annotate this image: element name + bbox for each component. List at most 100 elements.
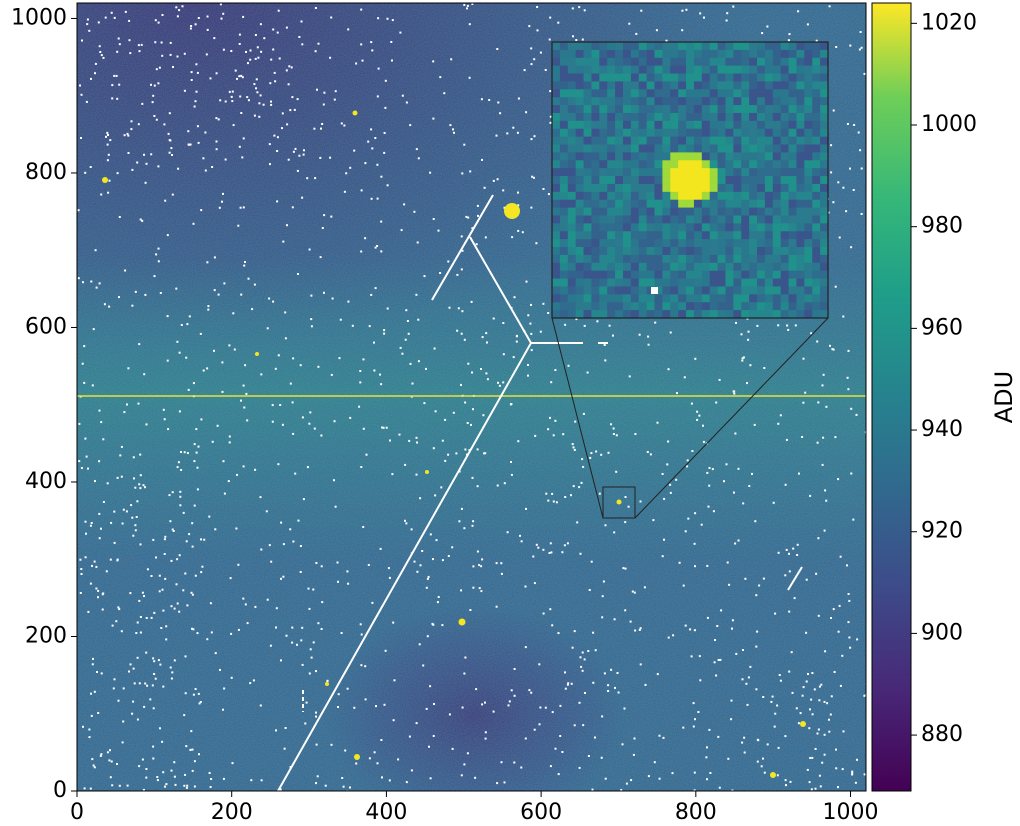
y-tick-label: 600 bbox=[25, 314, 67, 339]
hot-pixel bbox=[93, 560, 96, 563]
inset-pixel bbox=[725, 262, 734, 271]
inset-pixel bbox=[820, 247, 829, 256]
hot-pixel bbox=[496, 782, 499, 785]
inset-pixel bbox=[717, 223, 726, 232]
hot-pixel bbox=[557, 632, 560, 635]
inset-pixel bbox=[764, 239, 774, 248]
hot-pixel bbox=[805, 631, 808, 634]
inset-pixel bbox=[638, 231, 647, 240]
inset-pixel bbox=[646, 278, 655, 287]
hot-pixel bbox=[157, 82, 160, 85]
inset-pixel bbox=[693, 223, 703, 232]
hot-pixel bbox=[797, 722, 800, 725]
inset-pixel bbox=[693, 294, 703, 303]
hot-pixel bbox=[810, 788, 813, 791]
hot-pixel bbox=[150, 616, 153, 619]
hot-pixel bbox=[152, 94, 155, 97]
inset-pixel bbox=[670, 215, 679, 224]
inset-pixel bbox=[757, 128, 766, 137]
inset-pixel bbox=[709, 128, 718, 137]
hot-pixel bbox=[725, 463, 728, 466]
inset-pixel bbox=[615, 89, 624, 98]
hot-pixel bbox=[527, 364, 529, 366]
hot-pixel bbox=[706, 746, 708, 749]
inset-pixel bbox=[733, 160, 742, 169]
inset-pixel bbox=[662, 294, 671, 303]
inset-pixel bbox=[764, 42, 774, 51]
hot-pixel bbox=[453, 131, 455, 134]
hot-pixel bbox=[443, 92, 446, 95]
hot-pixel bbox=[646, 451, 649, 453]
hot-pixel bbox=[425, 367, 427, 370]
inset-pixel bbox=[622, 191, 632, 201]
hot-pixel bbox=[603, 344, 606, 346]
hot-pixel bbox=[139, 453, 142, 456]
hot-pixel bbox=[118, 83, 121, 86]
inset-pixel bbox=[772, 254, 781, 264]
hot-pixel bbox=[690, 402, 693, 405]
hot-pixel bbox=[583, 9, 586, 12]
inset-pixel bbox=[717, 49, 726, 59]
inset-pixel bbox=[796, 215, 805, 224]
inset-pixel bbox=[599, 42, 608, 51]
inset-pixel bbox=[772, 136, 781, 145]
hot-pixel bbox=[254, 57, 257, 60]
hot-pixel bbox=[301, 416, 304, 419]
hot-pixel bbox=[706, 778, 708, 781]
hot-pixel bbox=[315, 670, 317, 673]
hot-pixel bbox=[341, 777, 344, 779]
hot-pixel bbox=[189, 27, 192, 30]
hot-pixel bbox=[102, 438, 105, 441]
inset-pixel bbox=[599, 112, 608, 122]
hot-pixel bbox=[832, 201, 835, 204]
hot-pixel bbox=[700, 523, 703, 526]
inset-pixel bbox=[622, 199, 632, 208]
inset-pixel bbox=[607, 199, 616, 208]
hot-pixel bbox=[441, 559, 444, 562]
hot-pixel bbox=[360, 43, 363, 46]
hot-pixel bbox=[308, 672, 311, 675]
hot-pixel bbox=[215, 140, 218, 143]
inset-pixel bbox=[804, 223, 813, 232]
inset-pixel bbox=[733, 128, 742, 137]
hot-pixel bbox=[166, 359, 169, 362]
inset-pixel bbox=[820, 239, 829, 248]
inset-pixel bbox=[622, 97, 632, 106]
hot-pixel bbox=[186, 784, 189, 787]
inset-pixel bbox=[630, 49, 640, 59]
inset-pixel bbox=[591, 247, 600, 256]
hot-pixel bbox=[564, 323, 567, 326]
hot-pixel bbox=[478, 564, 481, 567]
inset-pixel bbox=[575, 239, 584, 248]
inset-pixel bbox=[678, 278, 687, 287]
hot-pixel bbox=[810, 698, 813, 701]
inset-pixel bbox=[788, 278, 797, 287]
hot-pixel bbox=[193, 443, 196, 446]
hot-pixel bbox=[107, 191, 110, 194]
hot-pixel bbox=[612, 334, 614, 337]
inset-pixel bbox=[638, 89, 647, 98]
inset-pixel bbox=[749, 215, 758, 224]
hot-pixel bbox=[379, 547, 382, 550]
inset-pixel bbox=[749, 97, 758, 106]
inset-pixel bbox=[686, 128, 695, 137]
inset-pixel bbox=[686, 168, 695, 177]
inset-pixel bbox=[693, 120, 703, 130]
hot-pixel bbox=[239, 95, 242, 98]
inset-pixel bbox=[741, 286, 750, 295]
hot-pixel bbox=[365, 453, 368, 456]
hot-pixel bbox=[496, 484, 499, 487]
inset-pixel bbox=[780, 302, 789, 311]
hot-pixel bbox=[190, 25, 193, 27]
inset-pixel bbox=[646, 160, 655, 169]
hot-pixel bbox=[837, 630, 840, 633]
hot-pixel bbox=[797, 10, 800, 13]
hot-pixel bbox=[231, 100, 234, 103]
hot-pixel bbox=[157, 165, 160, 168]
hot-pixel bbox=[548, 38, 551, 41]
inset-pixel bbox=[630, 160, 640, 169]
inset-pixel bbox=[552, 199, 561, 208]
hot-pixel bbox=[189, 748, 192, 751]
hot-pixel bbox=[189, 143, 192, 146]
hot-pixel bbox=[270, 560, 273, 563]
